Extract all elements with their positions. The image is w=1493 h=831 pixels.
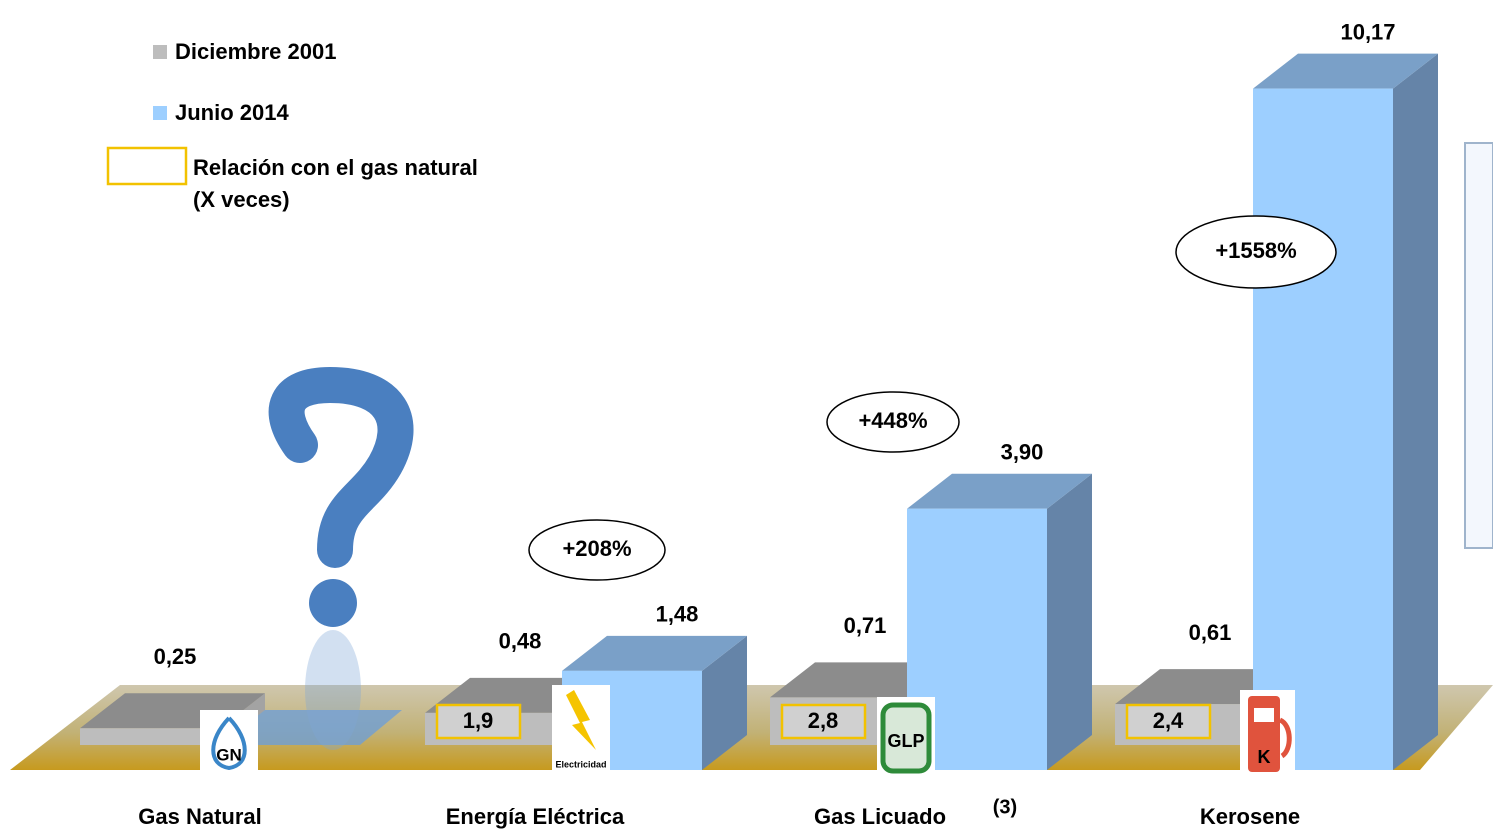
category-note: (3) [993,796,1017,818]
bar-front [80,728,220,745]
icon: GN [200,710,258,776]
ratio-label: 2,8 [808,708,839,733]
x-tick-label: Energía Eléctrica [446,804,625,829]
change-label: +1558% [1215,238,1296,263]
bar-side [1047,473,1092,770]
value-label: 3,90 [1001,440,1044,465]
icon-hose [1278,717,1292,759]
icon-label: GN [216,745,242,764]
x-tick-label: Gas Natural [138,804,262,829]
change-ellipse [826,391,960,453]
icon-bolt [566,690,596,750]
bar [1253,53,1438,771]
icon-window [1254,708,1274,722]
ratio-box [435,703,522,740]
change-ellipse [1175,215,1337,289]
value-label: 0,25 [154,644,197,669]
legend-label: (X veces) [193,187,290,212]
x-tick-label: Kerosene [1200,804,1300,829]
icon-flame [211,716,247,771]
bar-side [702,635,747,770]
x-tick-label: Gas Licuado [814,804,946,829]
bar-top [1253,53,1438,89]
value-label: 0,48 [499,629,542,654]
bar-side [1393,53,1438,771]
legend-swatch [153,106,167,120]
ratio-label: 2,4 [1153,708,1184,733]
side-box [1464,142,1493,549]
icon-label: Electricidad [555,759,606,769]
legend-swatch [106,146,188,186]
question-mark [268,366,414,750]
ratio-box [780,703,867,740]
legend-swatch [153,45,167,59]
icon-label: GLP [887,731,924,751]
bar-top [562,635,747,671]
legend-label: Junio 2014 [175,100,289,125]
legend-label: Relación con el gas natural [193,155,478,180]
bar-front [1253,88,1393,771]
value-label: 0,61 [1189,620,1232,645]
icon-tank [880,702,932,774]
icon: GLP [877,697,935,775]
ratio-label: 1,9 [463,708,494,733]
icon: Electricidad [552,685,610,775]
bar-top [907,473,1092,509]
change-ellipse [528,519,666,581]
icon-label: K [1258,747,1271,767]
value-label: 10,17 [1340,19,1395,44]
ratio-box [1125,703,1212,740]
value-label: 0,71 [844,613,887,638]
change-label: +448% [858,408,927,433]
flat-slab [220,710,402,745]
change-label: +208% [562,536,631,561]
value-label: 1,48 [656,602,699,627]
legend-label: Diciembre 2001 [175,39,336,64]
icon: K [1240,690,1295,776]
icon-bg [200,710,258,776]
